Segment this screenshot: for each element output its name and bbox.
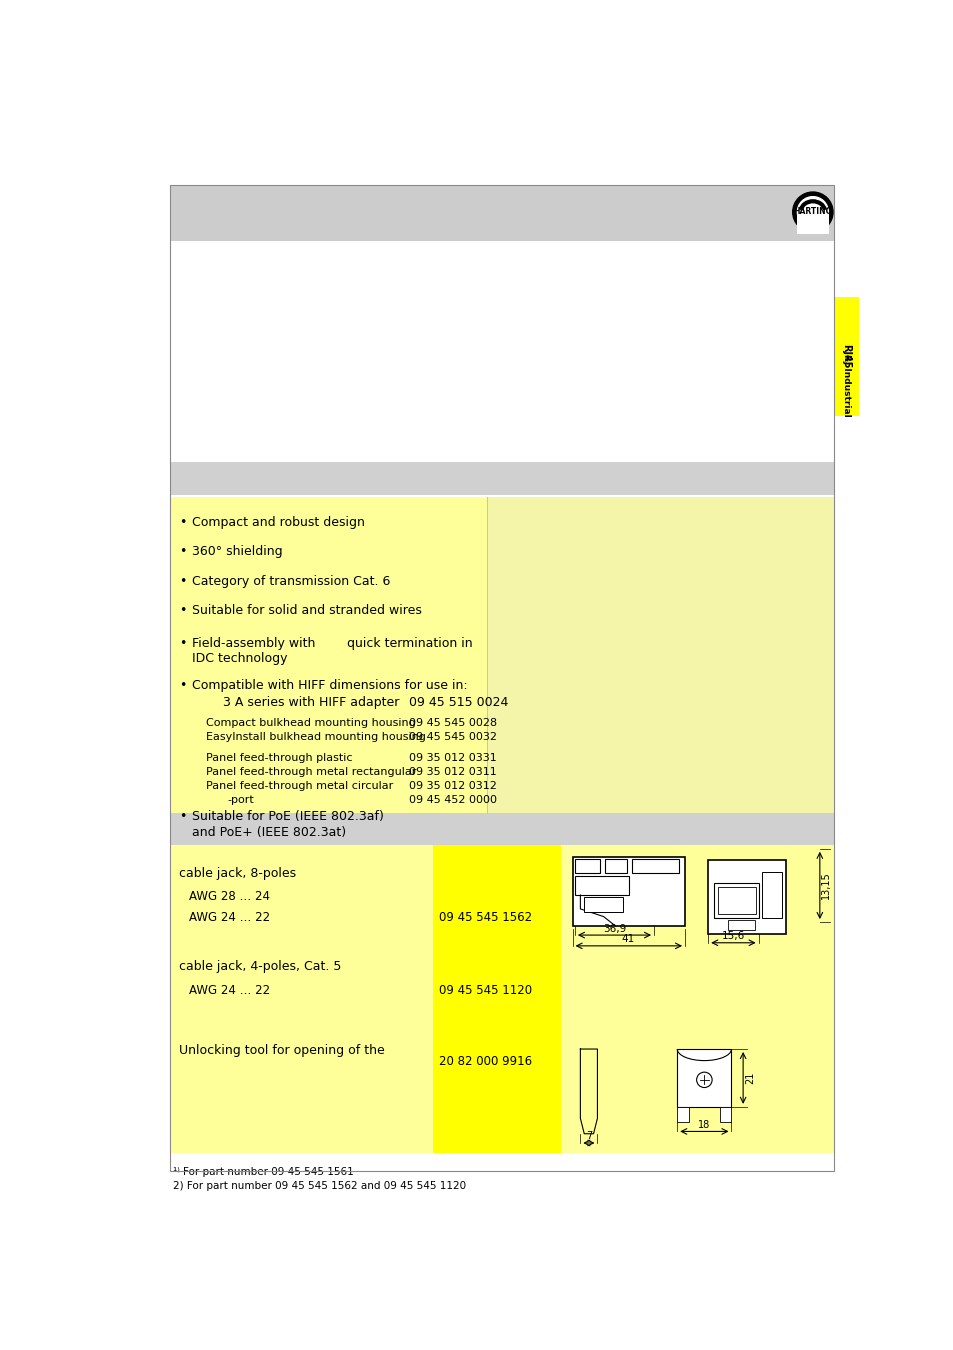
Text: 360° shielding: 360° shielding [192,545,282,559]
Text: AWG 28 … 24: AWG 28 … 24 [189,890,270,903]
Bar [572,856,684,926]
Bar [677,1107,688,1122]
Bar [833,297,858,416]
Text: Compact and robust design: Compact and robust design [192,516,365,529]
Text: •: • [179,545,186,559]
Text: Category of transmission Cat. 6: Category of transmission Cat. 6 [192,575,390,587]
Text: •: • [179,810,186,824]
Text: •: • [179,575,186,587]
Text: 3 A series with HIFF adapter: 3 A series with HIFF adapter [223,697,399,709]
Text: IDC technology: IDC technology [192,652,287,666]
Text: cable jack, 8-poles: cable jack, 8-poles [179,867,295,880]
Bar [707,860,785,934]
Text: Panel feed-through metal circular: Panel feed-through metal circular [206,782,393,791]
Circle shape [797,197,827,227]
Bar [560,845,833,1153]
Text: Suitable for PoE (IEEE 802.3af): Suitable for PoE (IEEE 802.3af) [192,810,383,824]
Text: RJ45: RJ45 [841,344,850,369]
Text: 09 45 545 0032: 09 45 545 0032 [409,732,497,741]
Bar [170,185,833,240]
Text: 20 82 000 9916: 20 82 000 9916 [439,1056,532,1068]
Text: 18: 18 [698,1120,710,1130]
Text: 09 35 012 0312: 09 35 012 0312 [409,782,497,791]
Text: 09 45 515 0024: 09 45 515 0024 [409,697,508,709]
Text: •: • [179,637,186,651]
Text: Suitable for solid and stranded wires: Suitable for solid and stranded wires [192,603,421,617]
Bar [727,921,754,930]
Bar [170,240,833,464]
Bar [761,872,781,918]
Bar [632,859,679,872]
Circle shape [792,192,832,232]
Text: and PoE+ (IEEE 802.3at): and PoE+ (IEEE 802.3at) [192,826,346,838]
Text: 21: 21 [744,1072,755,1084]
Text: •: • [179,679,186,693]
Bar [796,212,828,234]
Text: cable jack, 4-poles, Cat. 5: cable jack, 4-poles, Cat. 5 [179,960,341,973]
Bar [677,1049,731,1107]
Bar [575,876,629,895]
Text: EasyInstall bulkhead mounting housing: EasyInstall bulkhead mounting housing [206,732,425,741]
Bar [714,883,759,918]
Text: 13,15: 13,15 [821,871,830,899]
Text: AWG 24 … 22: AWG 24 … 22 [189,911,270,925]
Text: -port: -port [227,795,253,805]
Bar [604,859,626,872]
Text: Compatible with HIFF dimensions for use in:: Compatible with HIFF dimensions for use … [192,679,467,693]
Bar [487,497,833,813]
Text: Unlocking tool for opening of the: Unlocking tool for opening of the [179,1044,384,1057]
Bar [717,887,756,914]
Text: AWG 24 … 22: AWG 24 … 22 [189,984,270,996]
Text: 41: 41 [621,934,635,944]
Bar [720,1107,731,1122]
Text: 7: 7 [585,1131,592,1142]
Text: 15,6: 15,6 [720,931,744,941]
Text: •: • [179,603,186,617]
Text: Panel feed-through plastic: Panel feed-through plastic [206,753,353,763]
Text: 09 45 452 0000: 09 45 452 0000 [409,795,497,805]
Text: 09 35 012 0331: 09 35 012 0331 [409,753,497,763]
Text: quick termination in: quick termination in [347,637,473,651]
Bar [170,845,433,1153]
Bar [170,185,833,1170]
Bar [433,845,560,1153]
Text: ¹⁾ For part number 09 45 545 1561: ¹⁾ For part number 09 45 545 1561 [173,1166,354,1177]
Text: 36,9: 36,9 [602,923,625,934]
Text: 09 45 545 1562: 09 45 545 1562 [439,911,532,925]
Text: 09 35 012 0311: 09 35 012 0311 [409,767,497,778]
Bar [170,813,833,845]
Text: Panel feed-through metal rectangular: Panel feed-through metal rectangular [206,767,416,778]
Bar [170,462,833,494]
Text: •: • [179,516,186,529]
Text: 2) For part number 09 45 545 1562 and 09 45 545 1120: 2) For part number 09 45 545 1562 and 09… [173,1181,466,1191]
Text: 09 45 545 0028: 09 45 545 0028 [409,718,497,728]
Text: 09 45 545 1120: 09 45 545 1120 [439,984,532,996]
Text: Compact bulkhead mounting housing: Compact bulkhead mounting housing [206,718,416,728]
Bar [583,896,622,913]
Text: RJ Industrial: RJ Industrial [841,354,850,417]
Bar [575,859,599,872]
Bar [170,497,487,813]
Text: HARTING: HARTING [793,208,831,216]
Text: Field-assembly with: Field-assembly with [192,637,315,651]
